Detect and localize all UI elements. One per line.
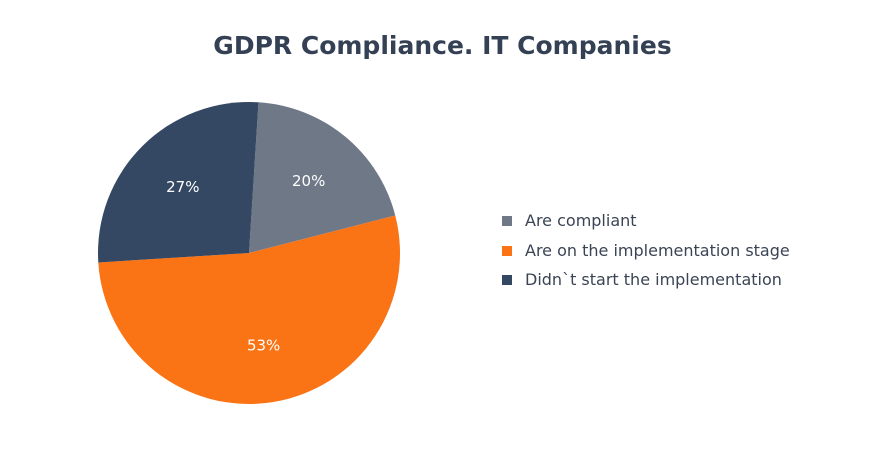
pie-slice-not-started (98, 102, 259, 263)
pie-label-not-started: 27% (166, 178, 199, 196)
legend-label-implementation-stage: Are on the implementation stage (525, 241, 790, 260)
legend-item-not-started: Didn`t start the implementation (502, 269, 782, 291)
pie-slice-implementation-stage (98, 215, 400, 405)
legend-swatch-not-started (502, 275, 512, 285)
legend-item-compliant: Are compliant (502, 210, 637, 232)
legend-label-not-started: Didn`t start the implementation (525, 270, 782, 289)
legend-swatch-implementation-stage (502, 246, 512, 256)
chart-title: GDPR Compliance. IT Companies (213, 31, 672, 60)
pie-slice-compliant (249, 102, 396, 253)
legend-item-implementation-stage: Are on the implementation stage (502, 240, 790, 262)
legend-swatch-compliant (502, 216, 512, 226)
legend-label-compliant: Are compliant (525, 211, 637, 230)
pie-label-implementation-stage: 53% (247, 336, 280, 354)
pie-label-compliant: 20% (292, 172, 325, 190)
